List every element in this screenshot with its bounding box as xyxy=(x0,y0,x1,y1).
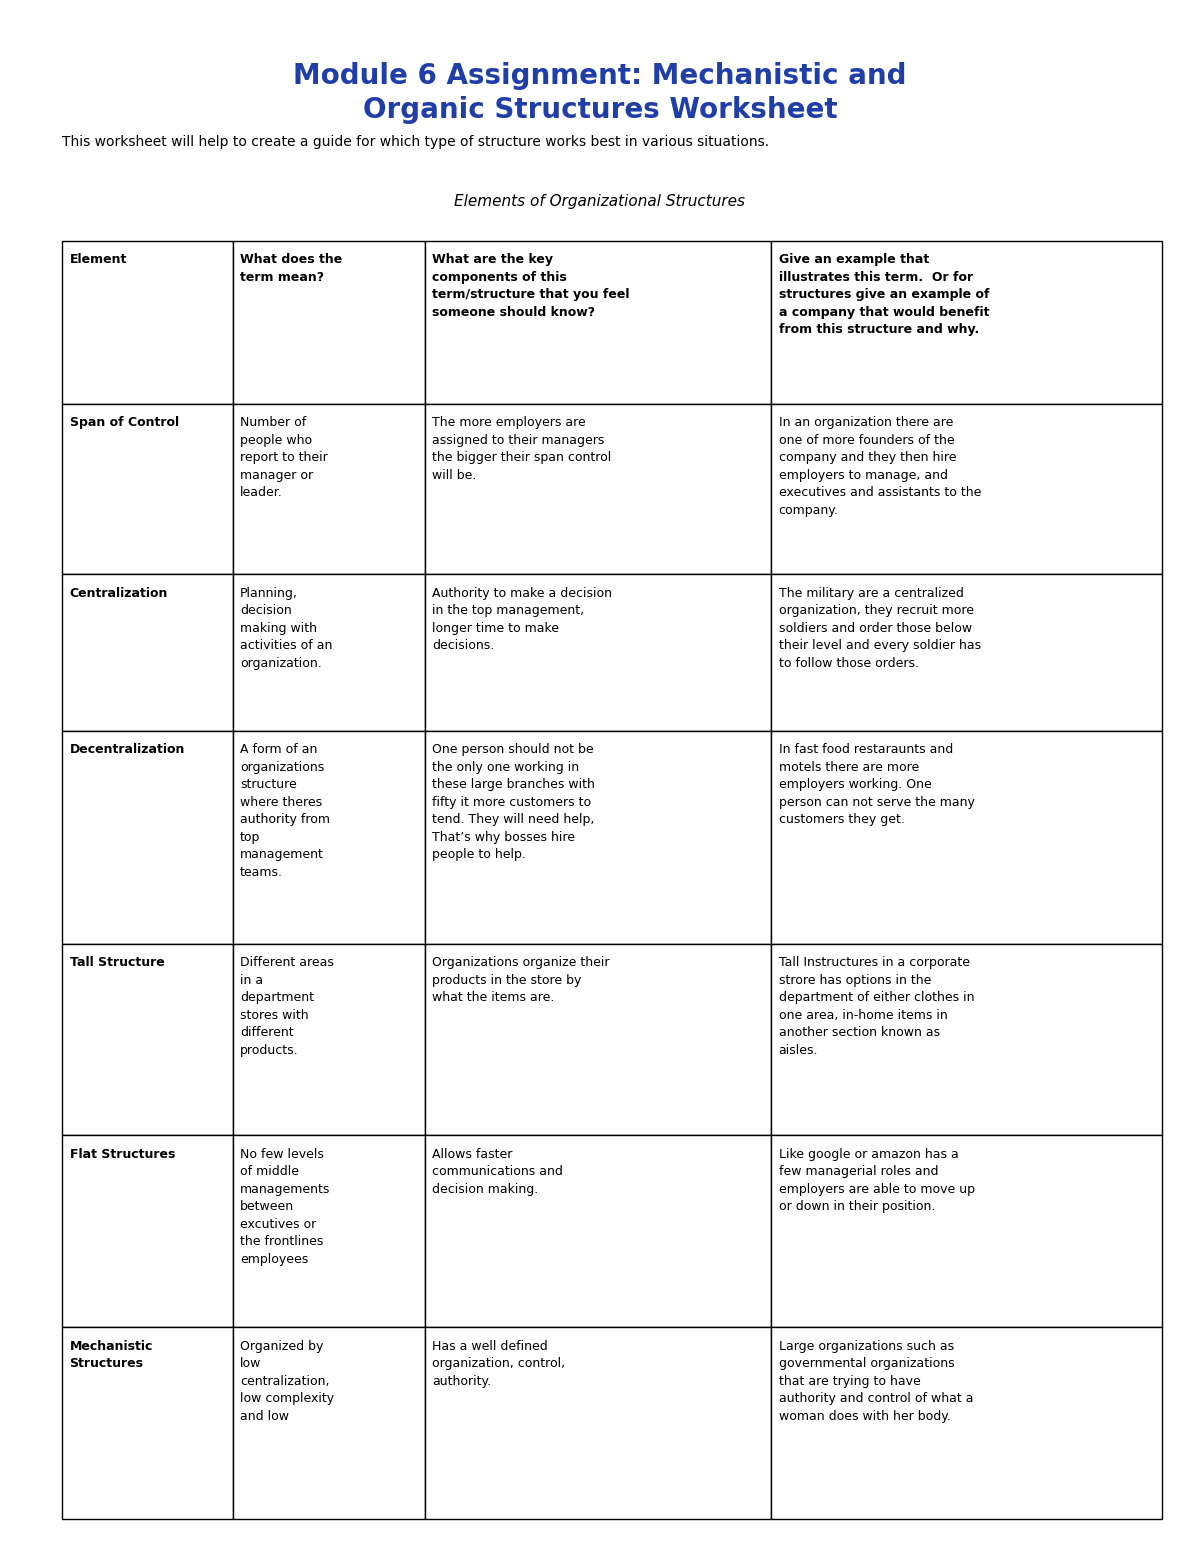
Text: This worksheet will help to create a guide for which type of structure works bes: This worksheet will help to create a gui… xyxy=(62,135,769,149)
Text: No few levels
of middle
managements
between
excutives or
the frontlines
employee: No few levels of middle managements betw… xyxy=(240,1148,330,1266)
Text: Planning,
decision
making with
activities of an
organization.: Planning, decision making with activitie… xyxy=(240,587,332,669)
Bar xyxy=(425,241,772,404)
Bar xyxy=(772,944,1162,1135)
Bar xyxy=(233,1135,425,1328)
Text: Give an example that
illustrates this term.  Or for
structures give an example o: Give an example that illustrates this te… xyxy=(779,253,989,335)
Bar xyxy=(233,944,425,1135)
Bar xyxy=(62,241,233,404)
Bar xyxy=(233,404,425,575)
Text: Number of
people who
report to their
manager or
leader.: Number of people who report to their man… xyxy=(240,416,328,500)
Text: Has a well defined
organization, control,
authority.: Has a well defined organization, control… xyxy=(432,1340,565,1387)
Bar xyxy=(772,575,1162,730)
Text: In an organization there are
one of more founders of the
company and they then h: In an organization there are one of more… xyxy=(779,416,980,517)
Bar xyxy=(233,575,425,730)
Text: Centralization: Centralization xyxy=(70,587,168,599)
Bar xyxy=(772,1135,1162,1328)
Text: Organized by
low
centralization,
low complexity
and low: Organized by low centralization, low com… xyxy=(240,1340,334,1423)
Bar xyxy=(772,730,1162,944)
Text: What are the key
components of this
term/structure that you feel
someone should : What are the key components of this term… xyxy=(432,253,630,318)
Bar xyxy=(62,730,233,944)
Bar xyxy=(62,1328,233,1519)
Text: In fast food restaraunts and
motels there are more
employers working. One
person: In fast food restaraunts and motels ther… xyxy=(779,742,974,826)
Text: Different areas
in a
department
stores with
different
products.: Different areas in a department stores w… xyxy=(240,957,334,1056)
Text: Like google or amazon has a
few managerial roles and
employers are able to move : Like google or amazon has a few manageri… xyxy=(779,1148,974,1213)
Text: Organizations organize their
products in the store by
what the items are.: Organizations organize their products in… xyxy=(432,957,610,1005)
Bar xyxy=(233,730,425,944)
Bar xyxy=(233,241,425,404)
Bar xyxy=(425,730,772,944)
Text: Element: Element xyxy=(70,253,127,266)
Text: Mechanistic
Structures: Mechanistic Structures xyxy=(70,1340,152,1370)
Text: Organic Structures Worksheet: Organic Structures Worksheet xyxy=(362,96,838,124)
Text: Allows faster
communications and
decision making.: Allows faster communications and decisio… xyxy=(432,1148,563,1196)
Text: What does the
term mean?: What does the term mean? xyxy=(240,253,342,284)
Text: Decentralization: Decentralization xyxy=(70,742,185,756)
Bar xyxy=(425,944,772,1135)
Text: Tall Structure: Tall Structure xyxy=(70,957,164,969)
Bar xyxy=(772,1328,1162,1519)
Bar xyxy=(233,1328,425,1519)
Bar xyxy=(425,1135,772,1328)
Bar xyxy=(425,1328,772,1519)
Text: Module 6 Assignment: Mechanistic and: Module 6 Assignment: Mechanistic and xyxy=(293,62,907,90)
Text: A form of an
organizations
structure
where theres
authority from
top
management
: A form of an organizations structure whe… xyxy=(240,742,330,879)
Text: Elements of Organizational Structures: Elements of Organizational Structures xyxy=(455,194,745,210)
Text: The more employers are
assigned to their managers
the bigger their span control
: The more employers are assigned to their… xyxy=(432,416,612,481)
Text: Flat Structures: Flat Structures xyxy=(70,1148,175,1160)
Bar xyxy=(62,1135,233,1328)
Bar xyxy=(62,944,233,1135)
Text: Tall Instructures in a corporate
strore has options in the
department of either : Tall Instructures in a corporate strore … xyxy=(779,957,974,1056)
Bar xyxy=(425,404,772,575)
Text: The military are a centralized
organization, they recruit more
soldiers and orde: The military are a centralized organizat… xyxy=(779,587,980,669)
Text: One person should not be
the only one working in
these large branches with
fifty: One person should not be the only one wo… xyxy=(432,742,595,860)
Bar xyxy=(62,404,233,575)
Text: Authority to make a decision
in the top management,
longer time to make
decision: Authority to make a decision in the top … xyxy=(432,587,612,652)
Text: Large organizations such as
governmental organizations
that are trying to have
a: Large organizations such as governmental… xyxy=(779,1340,973,1423)
Text: Span of Control: Span of Control xyxy=(70,416,179,430)
Bar xyxy=(425,575,772,730)
Bar xyxy=(772,241,1162,404)
Bar xyxy=(772,404,1162,575)
Bar xyxy=(62,575,233,730)
